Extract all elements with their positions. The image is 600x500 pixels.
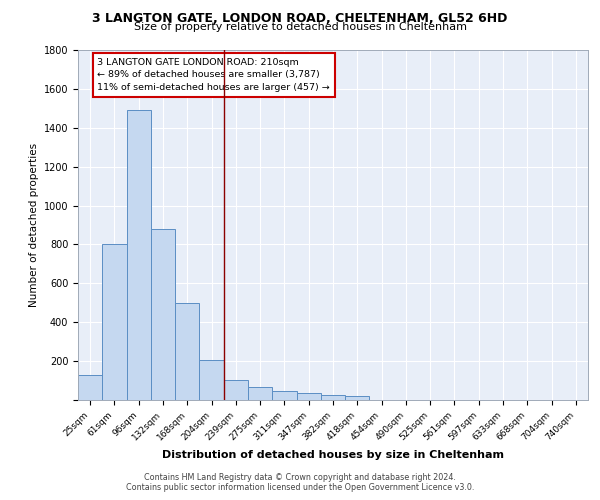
Bar (321, 395, 345, 400)
Bar (78, 374, 102, 400)
Text: Contains public sector information licensed under the Open Government Licence v3: Contains public sector information licen… (126, 484, 474, 492)
Text: 3 LANGTON GATE LONDON ROAD: 210sqm
← 89% of detached houses are smaller (3,787)
: 3 LANGTON GATE LONDON ROAD: 210sqm ← 89%… (97, 58, 330, 92)
Bar (127, 110, 151, 400)
Bar (248, 388, 272, 400)
X-axis label: Distribution of detached houses by size in Cheltenham: Distribution of detached houses by size … (162, 450, 504, 460)
Bar (175, 303, 199, 400)
Y-axis label: Number of detached properties: Number of detached properties (29, 143, 40, 307)
Bar (199, 360, 224, 400)
Text: 3 LANGTON GATE, LONDON ROAD, CHELTENHAM, GL52 6HD: 3 LANGTON GATE, LONDON ROAD, CHELTENHAM,… (92, 12, 508, 26)
Text: Contains HM Land Registry data © Crown copyright and database right 2024.: Contains HM Land Registry data © Crown c… (144, 472, 456, 482)
Bar (345, 396, 370, 400)
Text: Size of property relative to detached houses in Cheltenham: Size of property relative to detached ho… (133, 22, 467, 32)
Bar (296, 393, 321, 400)
Bar (102, 244, 127, 400)
Bar (272, 390, 296, 400)
Bar (151, 229, 175, 400)
Bar (224, 380, 248, 400)
